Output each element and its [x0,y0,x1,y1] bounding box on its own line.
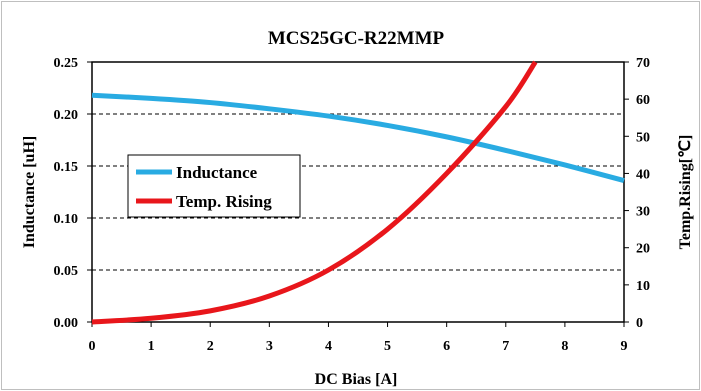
legend-box [127,154,301,218]
x-tick-label: 7 [502,339,509,354]
y2-axis-label: Temp.Rising[℃] [677,135,694,250]
plot-area [91,61,625,323]
x-tick-label: 6 [443,339,450,354]
y2-tick-label: 30 [636,205,650,220]
y2-tick-label: 70 [636,56,650,71]
series-line-temp-rising [91,60,538,325]
y-tick-label: 0.00 [54,316,79,331]
y-tick-label: 0.25 [54,56,79,71]
y-tick-label: 0.05 [54,264,79,279]
y2-axis-ticks: 0 10 20 30 40 50 60 70 [624,56,650,331]
legend-label-inductance: Inductance [176,163,258,182]
x-tick-label: 1 [148,339,155,354]
y-axis-ticks: 0.00 0.05 0.10 0.15 0.20 0.25 [54,56,92,331]
y-tick-label: 0.10 [54,212,79,227]
y2-tick-label: 60 [636,93,650,108]
chart-title: MCS25GC-R22MMP [268,28,445,49]
legend-label-temp-rising: Temp. Rising [176,192,272,211]
x-tick-label: 4 [325,339,332,354]
y2-tick-label: 10 [636,279,650,294]
y2-tick-label: 0 [636,316,643,331]
y-axis-label: Inductance [uH] [21,136,38,248]
x-axis-ticks: 0 1 2 3 4 5 6 7 8 9 [89,322,628,354]
x-axis-label: DC Bias [A] [315,371,398,388]
y2-tick-label: 50 [636,130,650,145]
x-tick-label: 3 [266,339,273,354]
y2-tick-label: 20 [636,242,650,257]
grid [92,113,624,271]
x-tick-label: 2 [207,339,214,354]
series-line-inductance [91,92,625,183]
y2-tick-label: 40 [636,167,650,182]
y-tick-label: 0.15 [54,160,79,175]
series-layer [91,60,625,325]
y-tick-label: 0.20 [54,108,79,123]
legend: Inductance Temp. Rising [127,154,301,218]
x-tick-label: 8 [561,339,568,354]
x-tick-label: 9 [621,339,628,354]
x-tick-label: 0 [89,339,96,354]
x-tick-label: 5 [384,339,391,354]
